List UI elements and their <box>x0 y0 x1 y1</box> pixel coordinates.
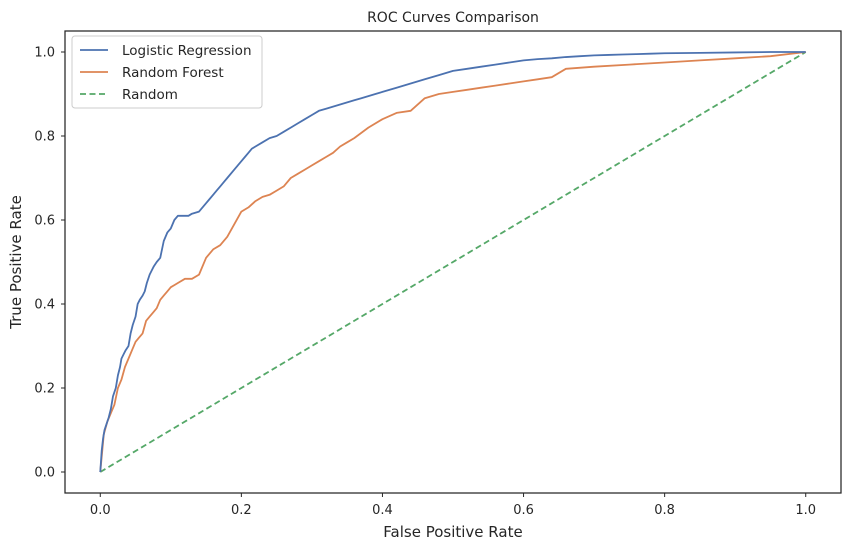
x-tick-label: 0.2 <box>231 503 252 518</box>
series-layer <box>99 51 807 473</box>
x-tick-label: 0.6 <box>513 503 534 518</box>
chart-title: ROC Curves Comparison <box>367 10 539 26</box>
y-tick-label: 0.8 <box>34 130 55 145</box>
y-tick-label: 0.2 <box>34 382 55 397</box>
y-tick-label: 0.4 <box>34 298 55 313</box>
series-line-0 <box>99 51 806 473</box>
legend-label-1: Random Forest <box>122 65 224 81</box>
x-axis-ticks: 0.0 0.2 0.4 0.6 0.8 1.0 <box>90 493 816 518</box>
y-tick-label: 0.6 <box>34 214 55 229</box>
x-tick-label: 0.8 <box>654 503 675 518</box>
x-tick-label: 0.4 <box>372 503 393 518</box>
y-axis-ticks: 0.0 0.2 0.4 0.6 0.8 1.0 <box>34 46 65 481</box>
legend: Logistic Regression Random Forest Random <box>71 35 263 109</box>
x-tick-label: 0.0 <box>90 503 111 518</box>
legend-label-0: Logistic Regression <box>122 43 252 59</box>
legend-label-2: Random <box>122 87 178 103</box>
y-tick-label: 1.0 <box>34 46 55 61</box>
y-tick-label: 0.0 <box>34 466 55 481</box>
legend-box <box>71 35 263 109</box>
x-tick-label: 1.0 <box>795 503 816 518</box>
series-line-1 <box>99 51 806 473</box>
series-line-2 <box>99 51 807 473</box>
y-axis-label: True Positive Rate <box>7 195 25 330</box>
x-axis-label: False Positive Rate <box>383 523 522 541</box>
